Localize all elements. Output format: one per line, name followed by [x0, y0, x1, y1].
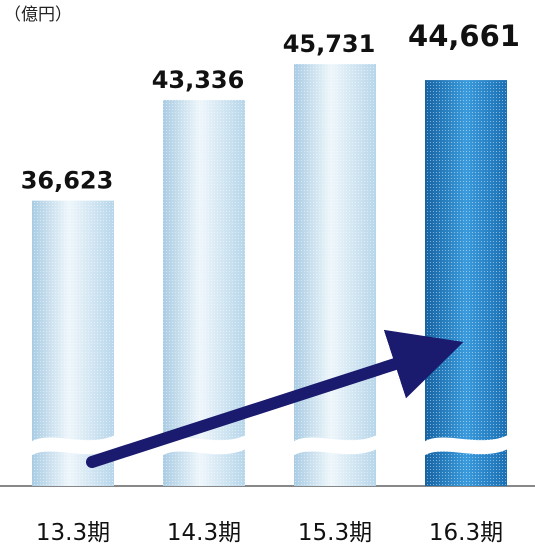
axis-break — [422, 434, 510, 457]
value-label-3: 45,731 — [283, 30, 376, 58]
axis-break — [291, 434, 379, 457]
trend-arrow — [86, 329, 464, 468]
value-label-2: 43,336 — [152, 66, 245, 94]
value-label-1: 36,623 — [21, 167, 114, 195]
bar-4 — [422, 80, 510, 487]
axis-break — [160, 434, 248, 457]
x-tick-label-1: 13.3期 — [36, 520, 110, 546]
axis-break — [29, 434, 117, 457]
unit-label: （億円） — [4, 5, 72, 25]
x-tick-label-4: 16.3期 — [429, 520, 503, 546]
value-label-4: 44,661 — [408, 19, 520, 53]
bar-1 — [29, 200, 117, 486]
bar-3 — [291, 64, 379, 486]
x-tick-label-3: 15.3期 — [298, 520, 372, 546]
x-tick-label-2: 14.3期 — [167, 520, 241, 546]
